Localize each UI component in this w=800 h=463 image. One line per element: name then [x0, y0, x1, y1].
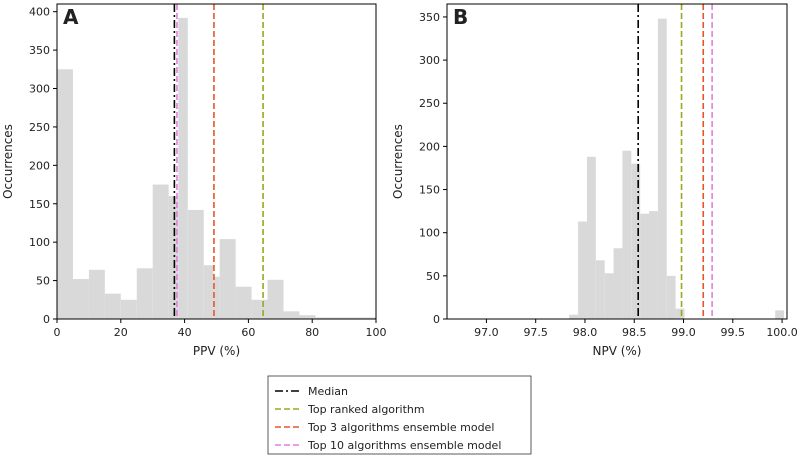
panel-a-y-tick-label: 300 [29, 83, 50, 96]
legend: Median Top ranked algorithm Top 3 algori… [267, 375, 532, 455]
panel-b-bar-0 [569, 314, 579, 319]
panel-a-y-tick-label: 200 [29, 159, 50, 172]
panel-a-bar-1 [72, 279, 89, 319]
panel-b-bar-1 [578, 221, 587, 319]
panel-b-frame [446, 3, 788, 320]
panel-a-chart: 0 20 40 60 80 100 0 50 100 150 200 250 300 350 400 PPV … [1, 3, 387, 358]
panel-a-bar-11 [213, 276, 220, 319]
panel-b-bar-5 [613, 248, 623, 319]
panel-b-x-tick-label: 98.0 [573, 326, 598, 339]
panel-b-x-axis-label: NPV (%) [592, 344, 641, 358]
panel-b-x-tick-label: 97.0 [474, 326, 499, 339]
panel-a-bar-4 [120, 299, 137, 319]
panel-a-bar-18 [299, 315, 316, 319]
panel-a-bar-21 [350, 317, 376, 319]
panel-b-x-tick-label: 97.5 [523, 326, 548, 339]
panel-b-bar-6 [622, 150, 632, 319]
panel-a-x-tick-label: 20 [114, 326, 128, 339]
panel-b-bar-10 [657, 18, 667, 319]
panel-b-letter: B [453, 5, 468, 29]
panel-a-y-tick-label: 50 [36, 275, 50, 288]
panel-a-bar-9 [187, 209, 204, 319]
legend-item-median: Median [275, 385, 348, 398]
panel-a-x-axis-label: PPV (%) [193, 344, 240, 358]
panel-b-bar-3 [595, 260, 605, 319]
panel-b-bar-13 [775, 310, 785, 319]
panel-a-bar-10 [203, 265, 214, 319]
legend-item-top-3: Top 3 algorithms ensemble model [275, 421, 494, 434]
panel-a-bar-2 [88, 269, 105, 319]
panel-b-bar-12 [675, 308, 685, 319]
panel-b-bar-9 [649, 211, 658, 319]
panel-a-y-tick-label: 350 [29, 44, 50, 57]
panel-a-y-tick-label: 250 [29, 121, 50, 134]
panel-a-x-tick-label: 60 [241, 326, 255, 339]
panel-a-frame [56, 3, 377, 320]
legend-item-top-10: Top 10 algorithms ensemble model [275, 439, 501, 452]
panel-a-x-tick-label: 0 [54, 326, 61, 339]
panel-b-y-tick-label: 200 [419, 140, 440, 153]
panel-a-bar-15 [261, 299, 268, 319]
legend-label-median: Median [308, 385, 348, 398]
panel-a-x-tick-label: 40 [178, 326, 192, 339]
panel-a-bar-17 [283, 311, 300, 319]
legend-item-top-ranked: Top ranked algorithm [275, 403, 425, 416]
panel-a-x-tick-label: 100 [366, 326, 387, 339]
panel-a-letter: A [63, 5, 79, 29]
panel-a-y-axis-label: Occurrences [1, 124, 15, 199]
panel-a-bar-0 [57, 69, 73, 320]
panel-a-y-tick-label: 0 [43, 313, 50, 326]
panel-b-y-tick-label: 150 [419, 184, 440, 197]
panel-b-y-tick-label: 300 [419, 54, 440, 67]
panel-a-x-tick-label: 80 [305, 326, 319, 339]
panel-b-y-tick-label: 50 [426, 270, 440, 283]
legend-frame [267, 375, 532, 455]
panel-a-bar-5 [136, 268, 153, 319]
panel-a-bar-13 [235, 286, 252, 319]
panel-b-bar-4 [604, 273, 614, 319]
panel-a-bar-19 [315, 317, 332, 319]
panel-b-chart: 97.0 97.5 98.0 98.5 99.0 99.5 100.0 0 50 100 150 20… [391, 3, 798, 358]
panel-a-y-tick-label: 400 [29, 6, 50, 19]
panel-b-y-tick-label: 100 [419, 227, 440, 240]
panel-a-bar-16 [267, 279, 284, 319]
panel-a-bar-14 [251, 299, 262, 319]
panel-a-bar-20 [331, 317, 351, 319]
panel-b-y-tick-label: 250 [419, 97, 440, 110]
panel-a-bar-8 [178, 17, 188, 320]
legend-label-top-10: Top 10 algorithms ensemble model [307, 439, 501, 452]
panel-b-bar-7 [631, 163, 641, 319]
panel-a-bar-12 [219, 239, 236, 319]
panel-b-x-tick-label: 99.0 [671, 326, 696, 339]
panel-a-y-tick-label: 150 [29, 198, 50, 211]
panel-b-bar-8 [640, 213, 650, 319]
panel-b-y-axis-label: Occurrences [391, 124, 405, 199]
panel-b-x-tick-label: 99.5 [721, 326, 746, 339]
panel-b-x-tick-label: 98.5 [622, 326, 647, 339]
legend-label-top-3: Top 3 algorithms ensemble model [307, 421, 494, 434]
panel-a-bar-3 [104, 293, 121, 319]
panel-b-y-tick-label: 350 [419, 11, 440, 24]
panel-a-bar-7 [168, 196, 179, 319]
legend-label-top-ranked: Top ranked algorithm [307, 403, 425, 416]
panel-b-x-tick-label: 100.0 [766, 326, 798, 339]
panel-a-y-tick-label: 100 [29, 236, 50, 249]
panel-b-bar-11 [666, 275, 676, 319]
panel-b-bar-2 [586, 156, 596, 319]
panel-b-y-tick-label: 0 [433, 313, 440, 326]
panel-a-bar-6 [152, 184, 169, 319]
